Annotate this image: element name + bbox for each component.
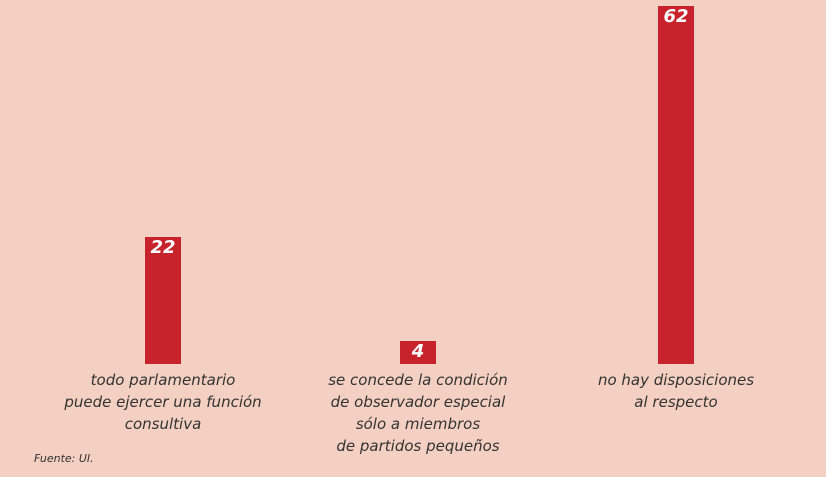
category-label: todo parlamentario puede ejercer una fun… xyxy=(64,371,262,433)
value-label: 62 xyxy=(663,6,689,27)
source-note: Fuente: UI. xyxy=(34,452,94,465)
bar: 62 xyxy=(658,6,694,364)
value-label: 4 xyxy=(411,341,425,362)
value-label: 22 xyxy=(150,236,176,258)
category-label: se concede la condición de observador es… xyxy=(328,371,508,455)
category-label: no hay disposiciones al respecto xyxy=(597,371,755,411)
bar: 4 xyxy=(400,341,436,364)
bar: 22 xyxy=(145,236,181,364)
